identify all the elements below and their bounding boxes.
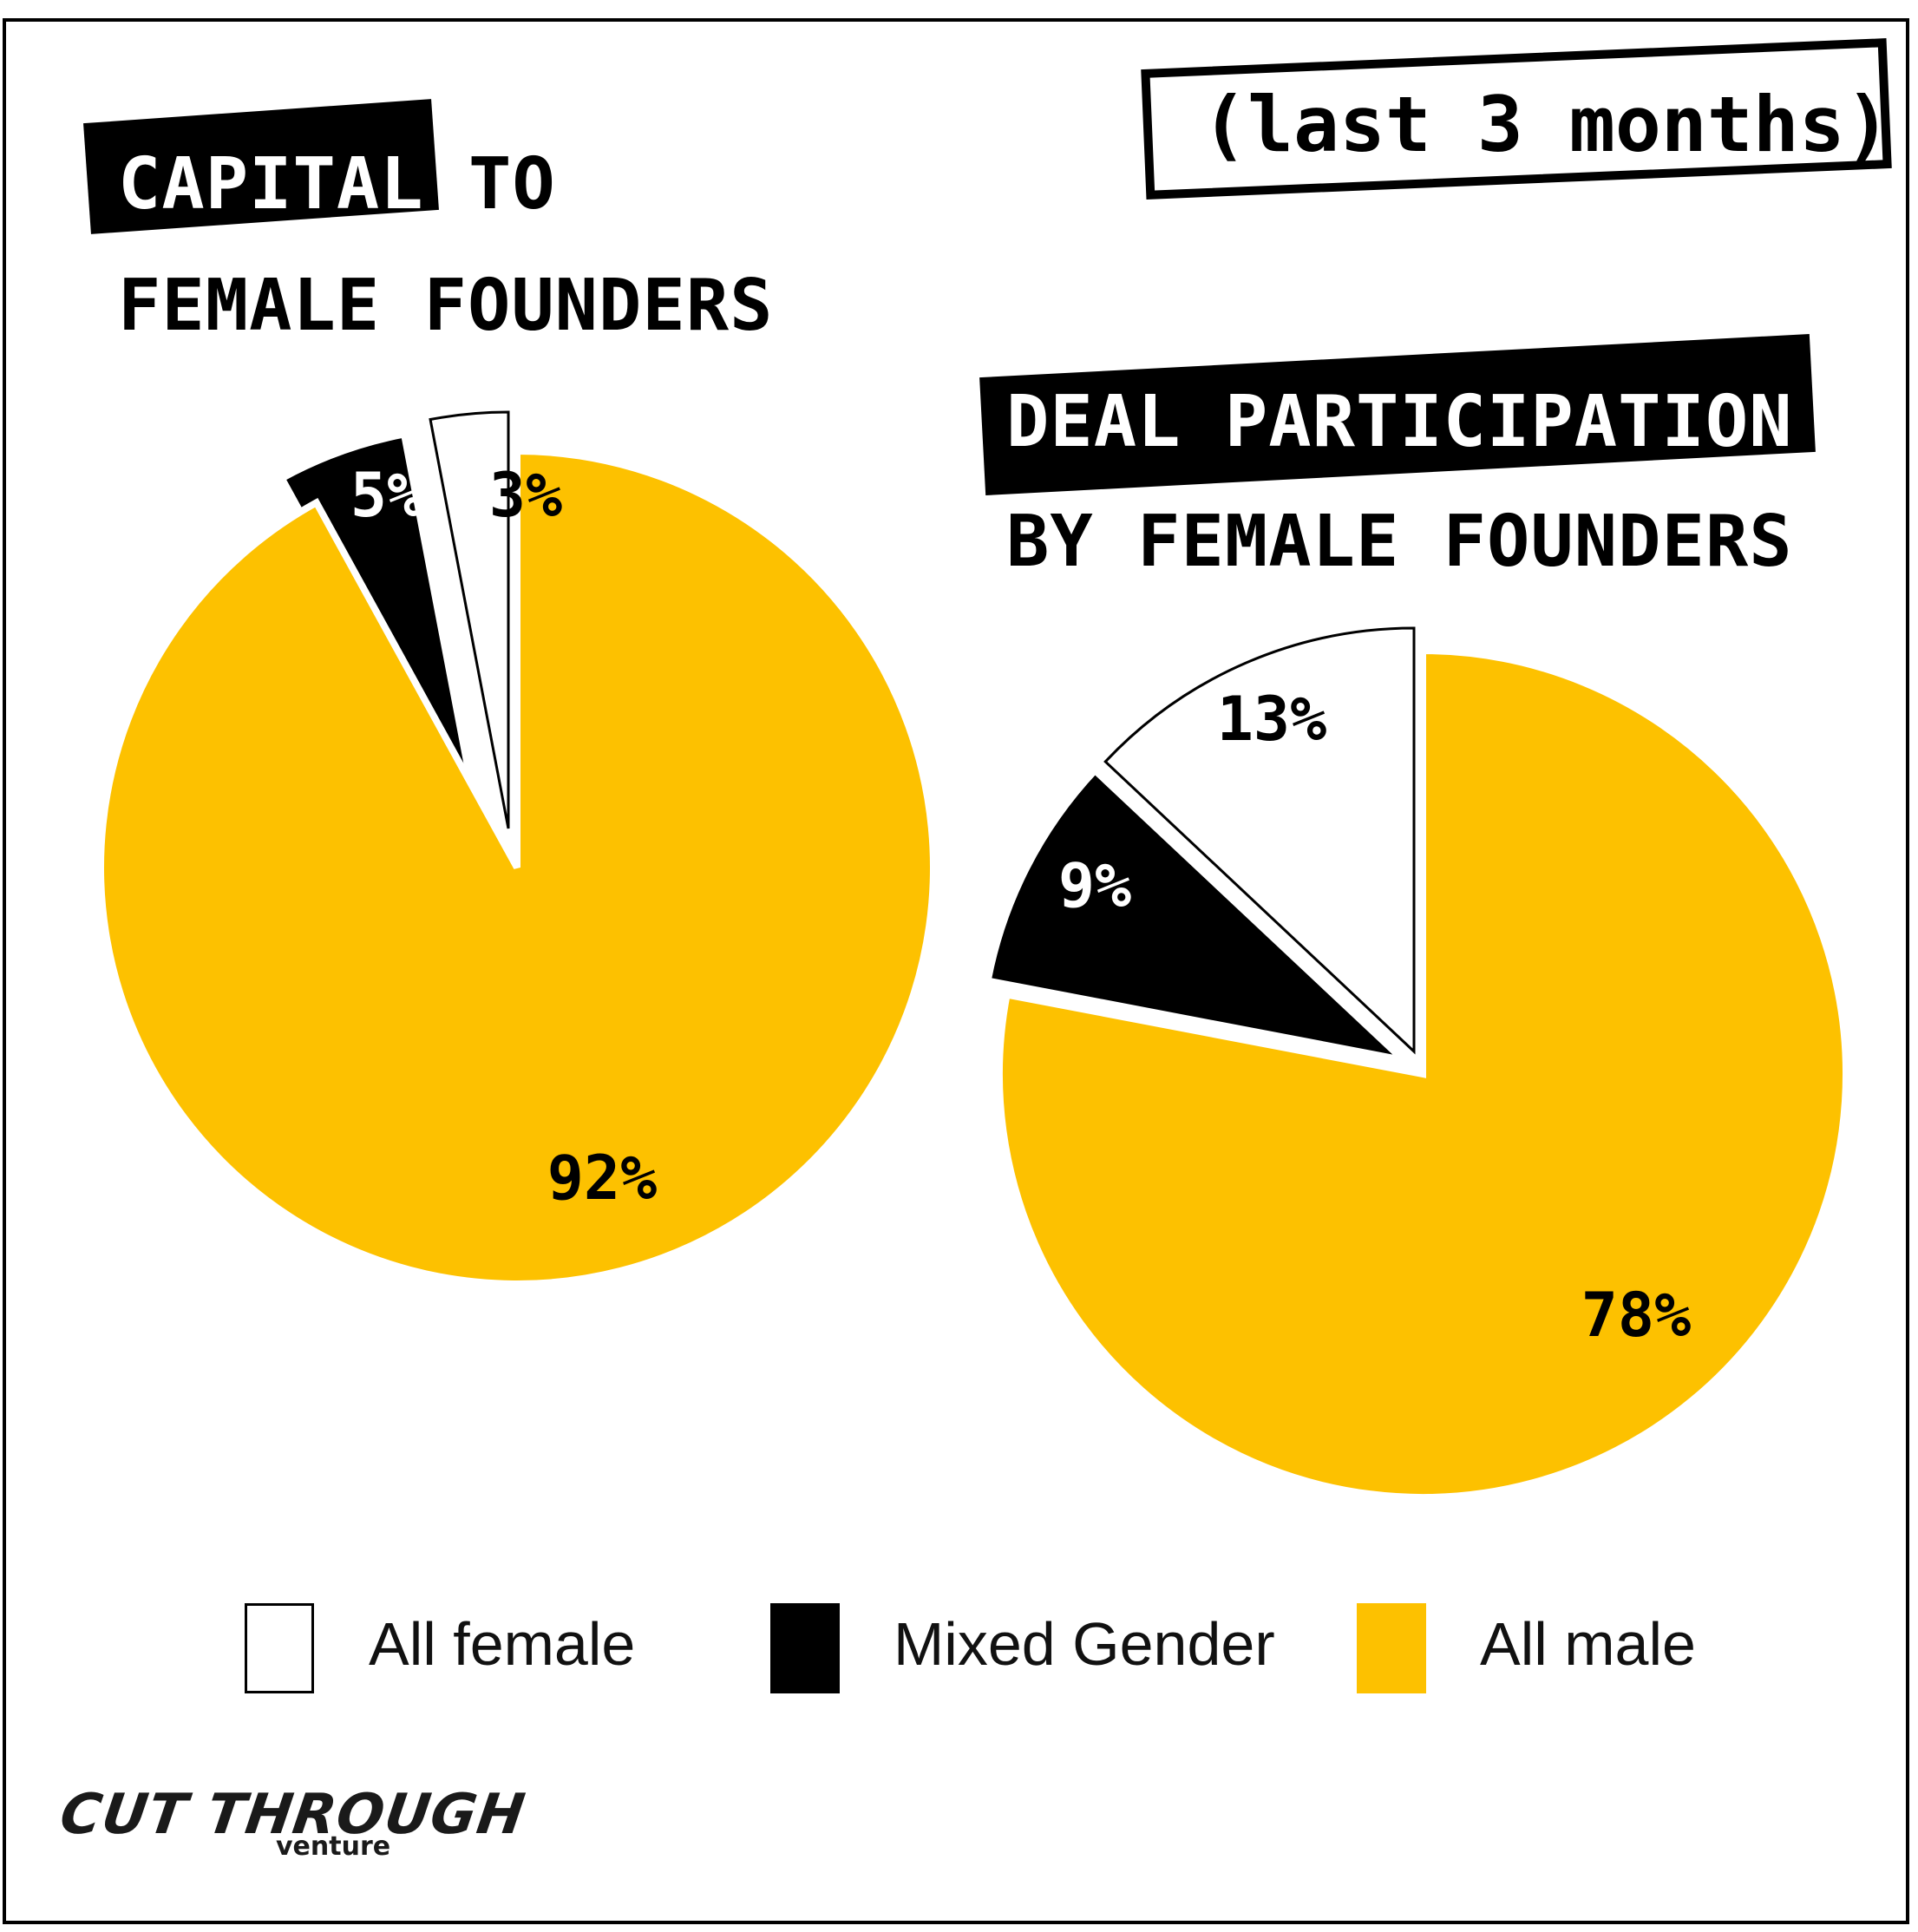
legend-swatch-mixed-gender	[770, 1603, 840, 1693]
deal-slice-mixed-gender	[983, 765, 1415, 1066]
deal-label-all-female: 13%	[1217, 684, 1326, 755]
chart1-title-rest-text: TO	[468, 143, 556, 226]
capital-label-all-female: 3%	[489, 460, 562, 531]
chart2-title-line2: BY FEMALE FOUNDERS	[1006, 501, 1793, 583]
chart1-title-highlight-text: CAPITAL	[118, 143, 424, 226]
legend-swatch-all-male	[1357, 1603, 1426, 1693]
period-label: (last 3 months)	[1201, 80, 1891, 169]
deal-label-all-male: 78%	[1581, 1280, 1691, 1351]
deal-slice-all-male	[995, 646, 1849, 1501]
legend-label-all-male: All male	[1480, 1610, 1696, 1678]
capital-label-all-male: 92%	[547, 1143, 657, 1214]
legend-label-all-female: All female	[369, 1610, 636, 1678]
chart2-title-highlight-text: DEAL PARTICIPATION	[1006, 381, 1793, 463]
cut-through-venture-logo: CUT THROUGH venture	[56, 1783, 529, 1860]
capital-slice-all-male	[97, 447, 937, 1287]
capital-slice-all-female	[429, 410, 510, 829]
deal-label-mixed-gender: 9%	[1058, 850, 1131, 921]
logo-sub-text: venture	[276, 1831, 391, 1862]
chart1-title-line2: FEMALE FOUNDERS	[118, 265, 774, 347]
capital-pie-chart: 3% 5% 92%	[97, 410, 937, 1287]
deal-slice-all-female	[1103, 626, 1416, 1055]
legend-swatch-all-female	[245, 1603, 314, 1693]
capital-label-mixed-gender: 5%	[350, 460, 423, 531]
legend-label-mixed-gender: Mixed Gender	[894, 1610, 1275, 1678]
deal-participation-pie-chart: 13% 9% 78%	[983, 626, 1849, 1501]
